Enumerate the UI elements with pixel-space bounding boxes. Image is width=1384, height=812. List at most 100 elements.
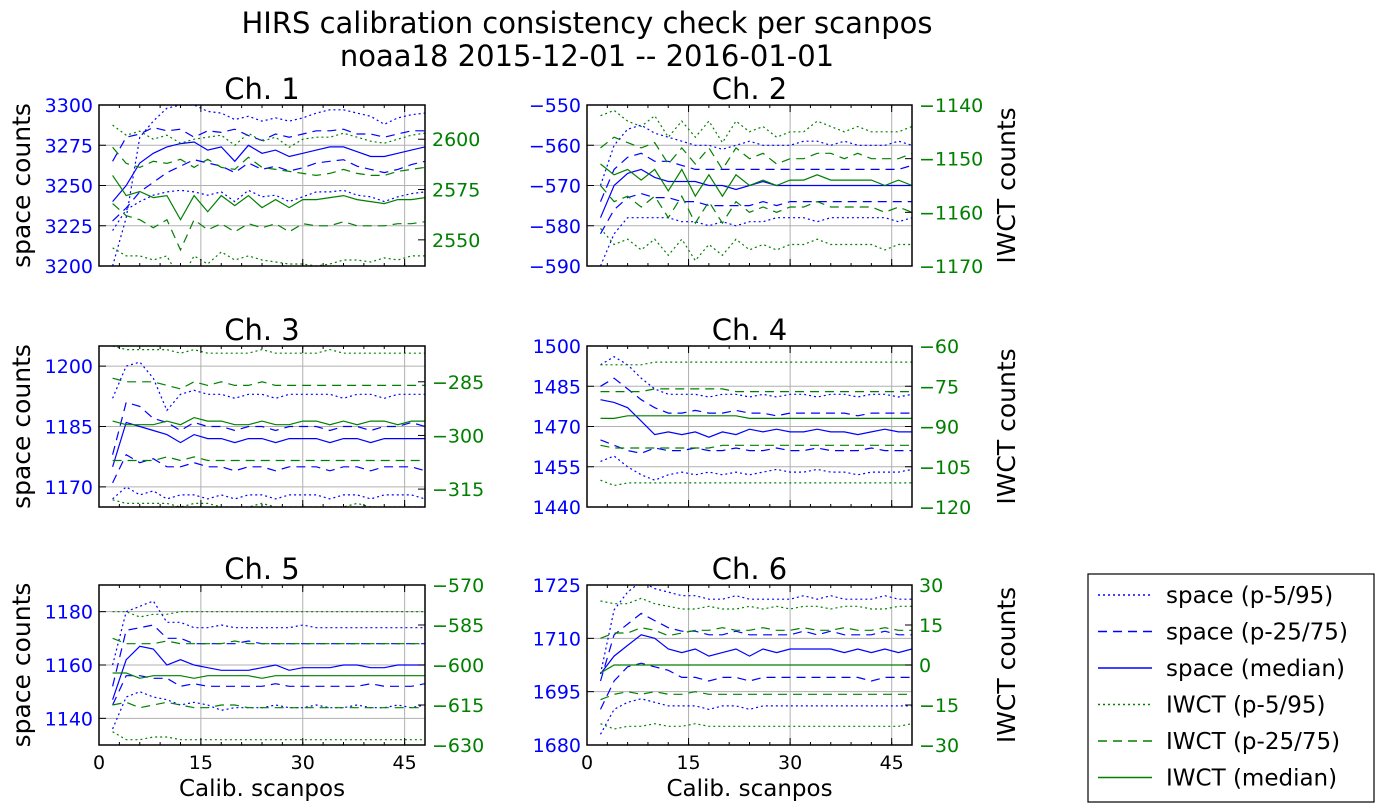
y-left-tick-label: 1695 <box>533 682 581 704</box>
subplot-title: Ch. 5 <box>224 552 300 586</box>
subplot-title: Ch. 3 <box>224 313 300 347</box>
series-iwct-dashed-8 <box>600 691 912 701</box>
subplot-ch6: 0 15 30 45 1680 1695 1710 1725 −30 −15 0 15 30 Ch. 6 I… <box>533 552 1021 802</box>
y-right-tick-label: 2575 <box>432 180 480 202</box>
y-right-tick-label: −30 <box>919 735 959 757</box>
series-iwct-dashed-6 <box>600 388 912 393</box>
legend: space (p-5/95) space (p-25/75) space (medi… <box>1087 573 1375 803</box>
y-right-tick-label: −1170 <box>919 256 983 278</box>
legend-item: space (p-25/75) <box>1098 620 1348 646</box>
series-iwct-dotted-9 <box>112 247 425 266</box>
legend-item: IWCT (p-5/95) <box>1098 693 1325 719</box>
y-left-axis-label: space counts <box>7 583 36 748</box>
series-iwct-dotted-5 <box>112 124 425 149</box>
x-tick-label: 15 <box>189 752 213 774</box>
figure-title-line-1: HIRS calibration consistency check per s… <box>241 6 932 40</box>
series-lines <box>112 346 425 507</box>
y-left-tick-label: 1455 <box>533 457 581 479</box>
y-left-tick-label: 1500 <box>533 336 581 358</box>
legend-label: IWCT (median) <box>1166 766 1337 792</box>
y-right-tick-label: 15 <box>919 615 943 637</box>
y-right-tick-label: −120 <box>919 497 971 519</box>
y-left-tick-label: 1725 <box>533 575 581 597</box>
series-iwct-dashed-8 <box>600 185 912 225</box>
series-iwct-solid-7 <box>600 664 912 674</box>
y-left-tick-label: 1140 <box>45 708 93 730</box>
subplot-ch5: 0 15 30 45 1140 1160 1180 −630 −615 −600 −585 −570 C… <box>7 552 484 802</box>
y-right-tick-label: −300 <box>432 425 484 447</box>
y-right-tick-label: −315 <box>432 479 484 501</box>
legend-label: space (median) <box>1166 656 1345 682</box>
y-left-tick-label: 3225 <box>45 216 93 238</box>
legend-item: IWCT (p-25/75) <box>1098 729 1340 755</box>
y-right-tick-label: −15 <box>919 695 959 717</box>
series-iwct-dashed-6 <box>112 637 425 645</box>
series-space-dotted-0 <box>599 585 912 675</box>
y-right-tick-label: −1150 <box>919 149 983 171</box>
y-left-tick-label: 1680 <box>533 735 581 757</box>
y-right-tick-label: −630 <box>432 735 484 757</box>
series-space-dashed-3 <box>599 192 912 235</box>
series-iwct-dotted-9 <box>112 499 425 507</box>
series-space-solid-2 <box>600 634 912 675</box>
series-iwct-dotted-5 <box>112 611 425 618</box>
series-space-dotted-4 <box>112 691 425 730</box>
series-iwct-dotted-9 <box>600 228 912 262</box>
series-space-dashed-1 <box>599 152 912 202</box>
y-right-tick-label: −615 <box>432 695 484 717</box>
series-lines <box>600 356 912 487</box>
series-iwct-dotted-9 <box>112 731 425 741</box>
series-space-dashed-1 <box>599 612 912 682</box>
series-lines <box>599 109 912 266</box>
figure-title-line-2: noaa18 2015-12-01 -- 2016-01-01 <box>340 39 834 73</box>
legend-frame <box>1087 573 1375 803</box>
x-tick-label: 30 <box>778 752 802 774</box>
y-right-tick-label: 0 <box>919 655 931 677</box>
series-space-dashed-3 <box>599 662 912 710</box>
x-tick-label: 45 <box>393 752 417 774</box>
y-left-axis-label: space counts <box>7 344 36 509</box>
series-space-dotted-0 <box>600 356 912 398</box>
series-space-dashed-1 <box>112 401 425 455</box>
series-space-dotted-0 <box>112 361 425 412</box>
subplots: 3200 3225 3250 3275 3300 2550 2575 2600 Ch. 1 spa… <box>7 72 1021 802</box>
series-iwct-dotted-5 <box>112 346 425 354</box>
y-left-tick-label: 1440 <box>533 497 581 519</box>
legend-label: space (p-5/95) <box>1166 583 1333 609</box>
series-space-solid-2 <box>112 645 425 700</box>
series-iwct-dashed-6 <box>600 136 912 171</box>
x-axis-label: Calib. scanpos <box>666 776 832 802</box>
series-iwct-solid-7 <box>112 672 425 679</box>
series-iwct-dashed-6 <box>112 146 425 177</box>
y-right-tick-label: −105 <box>919 457 971 479</box>
legend-item: IWCT (median) <box>1098 766 1337 792</box>
y-left-tick-label: −570 <box>529 176 581 198</box>
y-left-axis-label: space counts <box>7 103 36 268</box>
subplot-ch3: 1170 1185 1200 −315 −300 −285 Ch. 3 space count… <box>7 313 484 509</box>
y-left-tick-label: −580 <box>529 216 581 238</box>
y-right-axis-label: IWCT counts <box>992 107 1021 263</box>
series-space-dotted-4 <box>112 486 425 500</box>
series-space-dashed-3 <box>112 675 425 706</box>
series-iwct-dashed-8 <box>112 701 425 709</box>
y-right-tick-label: −1140 <box>919 95 983 117</box>
y-right-tick-label: −600 <box>432 655 484 677</box>
y-left-tick-label: −590 <box>529 256 581 278</box>
series-space-dashed-3 <box>112 453 425 484</box>
y-left-tick-label: 1200 <box>45 356 93 378</box>
x-tick-label: 0 <box>581 752 593 774</box>
y-left-tick-label: 1485 <box>533 376 581 398</box>
legend-label: IWCT (p-25/75) <box>1166 729 1340 755</box>
series-space-dashed-1 <box>600 377 912 417</box>
y-left-tick-label: 1170 <box>45 477 93 499</box>
y-right-tick-label: −75 <box>919 376 959 398</box>
y-left-tick-label: 3300 <box>45 95 93 117</box>
y-right-tick-label: 30 <box>919 575 943 597</box>
y-left-tick-label: −560 <box>529 135 581 157</box>
subplot-title: Ch. 2 <box>712 72 788 106</box>
subplot-title: Ch. 6 <box>712 552 788 586</box>
series-lines <box>112 600 425 741</box>
series-iwct-solid-7 <box>600 163 912 198</box>
x-axis-label: Calib. scanpos <box>179 776 345 802</box>
series-iwct-dotted-5 <box>600 597 912 610</box>
